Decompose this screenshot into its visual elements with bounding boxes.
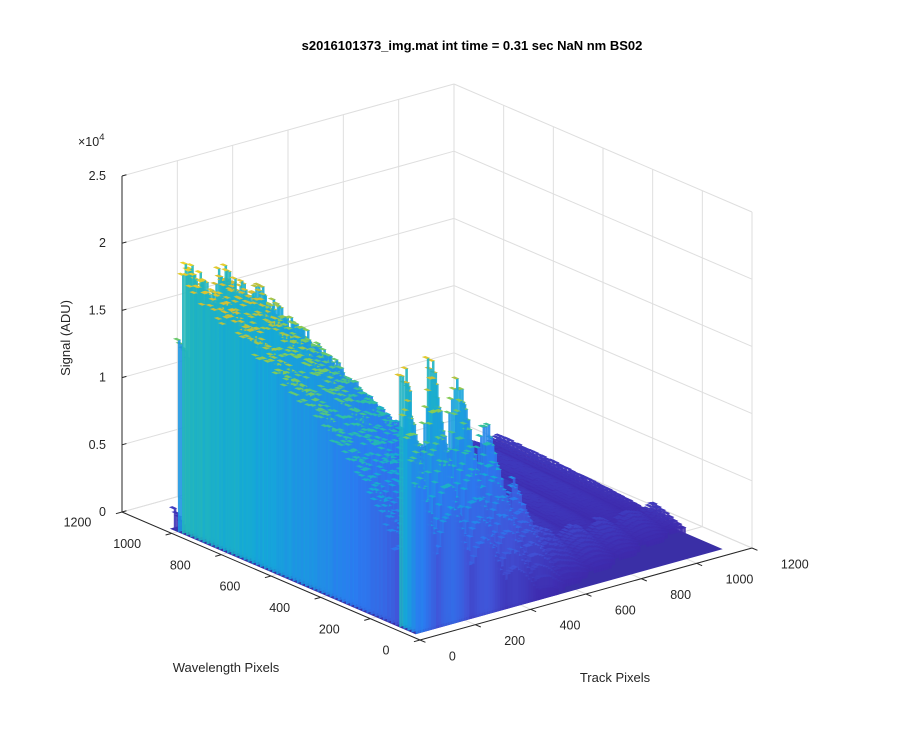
surface-facet — [235, 278, 245, 283]
grid-line — [453, 285, 753, 415]
surface-wall — [190, 286, 193, 538]
grid-line — [453, 217, 753, 347]
surface-facet — [168, 506, 178, 510]
surface-plot — [168, 261, 723, 635]
surface-facet — [210, 281, 219, 285]
surface-wall — [182, 274, 185, 534]
surface-wall — [206, 292, 210, 545]
grid-line — [453, 83, 753, 213]
surface-wall — [223, 324, 226, 552]
surface-facet — [492, 438, 502, 442]
surface-wall — [259, 359, 263, 568]
surface-facet — [250, 284, 259, 288]
surface-wall — [255, 355, 259, 566]
surface-wall — [227, 317, 230, 554]
surface-facet — [187, 272, 197, 276]
grid-line — [121, 83, 455, 177]
grid-line — [453, 150, 753, 280]
surface-facet — [195, 279, 205, 283]
surface-wall — [194, 293, 197, 540]
surface-facet — [498, 444, 507, 448]
surface-wall — [235, 321, 238, 557]
surface-wall — [198, 287, 201, 541]
surface-facet — [222, 295, 232, 300]
surface-wall — [173, 508, 177, 531]
surface-wall — [202, 304, 206, 543]
surface-wall — [247, 336, 251, 562]
surface-wall — [214, 310, 218, 548]
surface-wall — [239, 333, 242, 559]
surface-facet — [271, 301, 281, 305]
surface-facet — [181, 272, 190, 277]
grid-line — [453, 352, 753, 482]
surface-wall — [243, 337, 247, 561]
surface-wall — [177, 339, 181, 533]
grid-line — [121, 217, 455, 311]
surface-wall — [210, 305, 214, 547]
surface-facet — [230, 299, 240, 303]
surface-wall — [231, 316, 234, 555]
surface-facet — [273, 303, 282, 307]
grid-line — [121, 150, 455, 244]
surface-wall — [186, 275, 189, 536]
surface-wall — [251, 339, 255, 564]
surface-wall — [218, 319, 222, 550]
